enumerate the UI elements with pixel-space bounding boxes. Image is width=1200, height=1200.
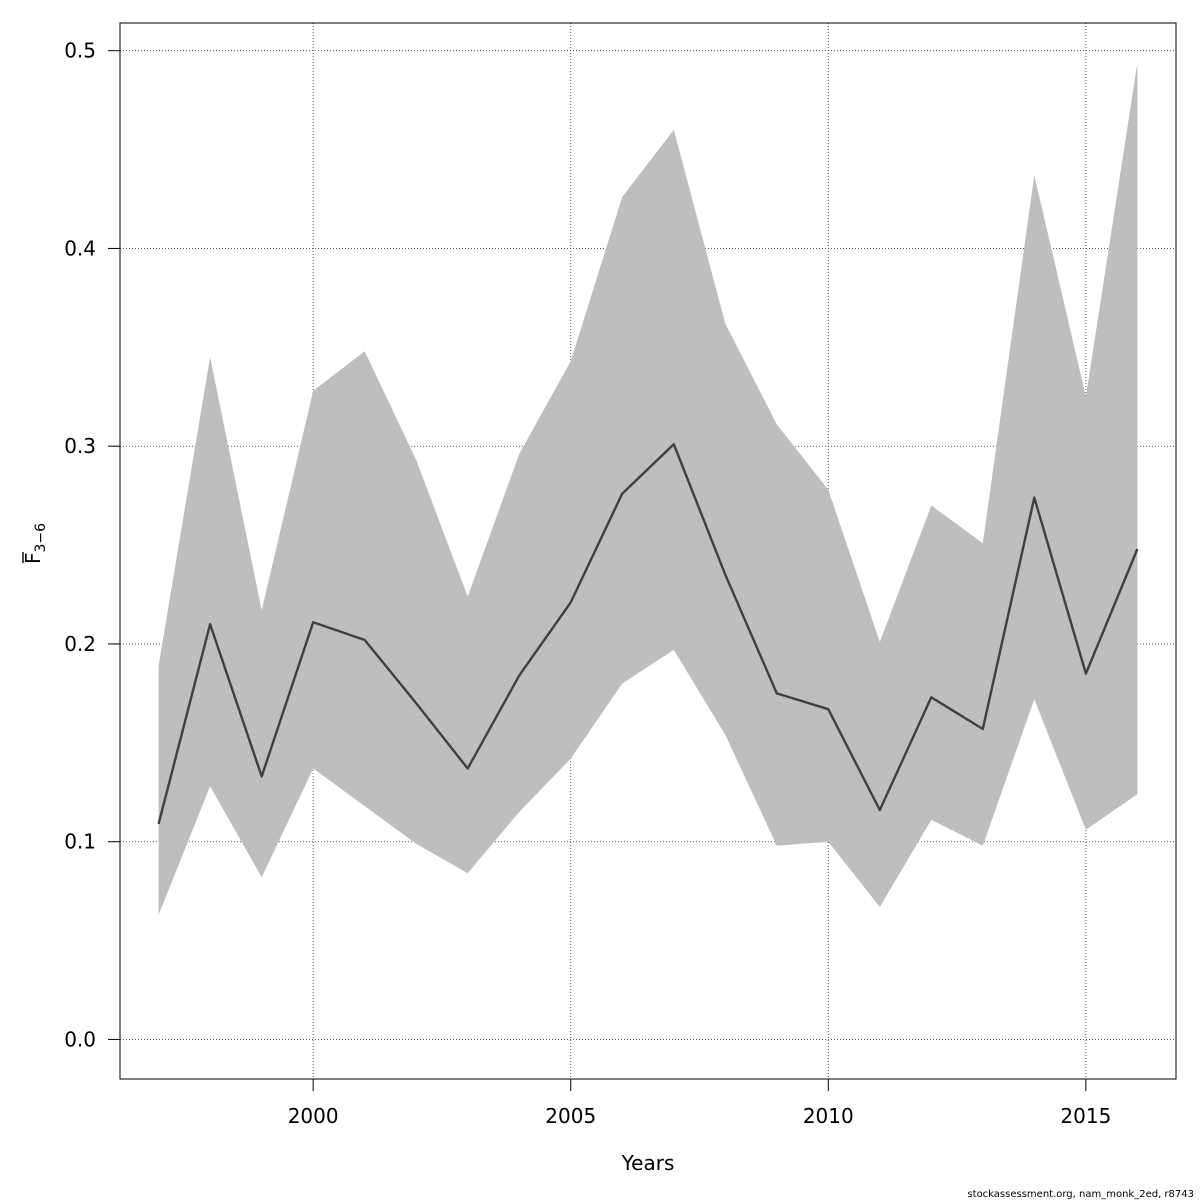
estimate-line bbox=[157, 443, 1139, 825]
y-axis: 0.0 0.1 0.2 0.3 0.4 0.5 bbox=[64, 39, 120, 1051]
x-axis-title: Years bbox=[621, 1151, 675, 1175]
y-tick-label: 0.4 bbox=[64, 236, 96, 260]
footer-credit: stockassessment.org, nam_monk_2ed, r8743 bbox=[967, 1189, 1194, 1200]
y-tick-label: 0.2 bbox=[64, 632, 96, 656]
x-tick-label: 2005 bbox=[545, 1104, 596, 1128]
confidence-band bbox=[158, 62, 1138, 915]
x-tick-label: 2010 bbox=[803, 1104, 854, 1128]
y-tick-label: 0.3 bbox=[64, 434, 96, 458]
y-axis-title-subscript: 3−6 bbox=[33, 523, 49, 553]
plot-frame bbox=[119, 22, 1177, 1080]
svg-text:F3−6: F3−6 bbox=[21, 523, 49, 564]
x-tick-label: 2015 bbox=[1060, 1104, 1111, 1128]
x-tick-label: 2000 bbox=[288, 1104, 339, 1128]
y-tick-label: 0.0 bbox=[64, 1027, 96, 1051]
x-axis: 2000 2005 2010 2015 bbox=[288, 1079, 1111, 1128]
y-tick-label: 0.1 bbox=[64, 830, 96, 854]
y-axis-title-main: F bbox=[21, 552, 45, 564]
y-tick-label: 0.5 bbox=[64, 39, 96, 63]
y-axis-title: F3−6 bbox=[21, 523, 49, 564]
